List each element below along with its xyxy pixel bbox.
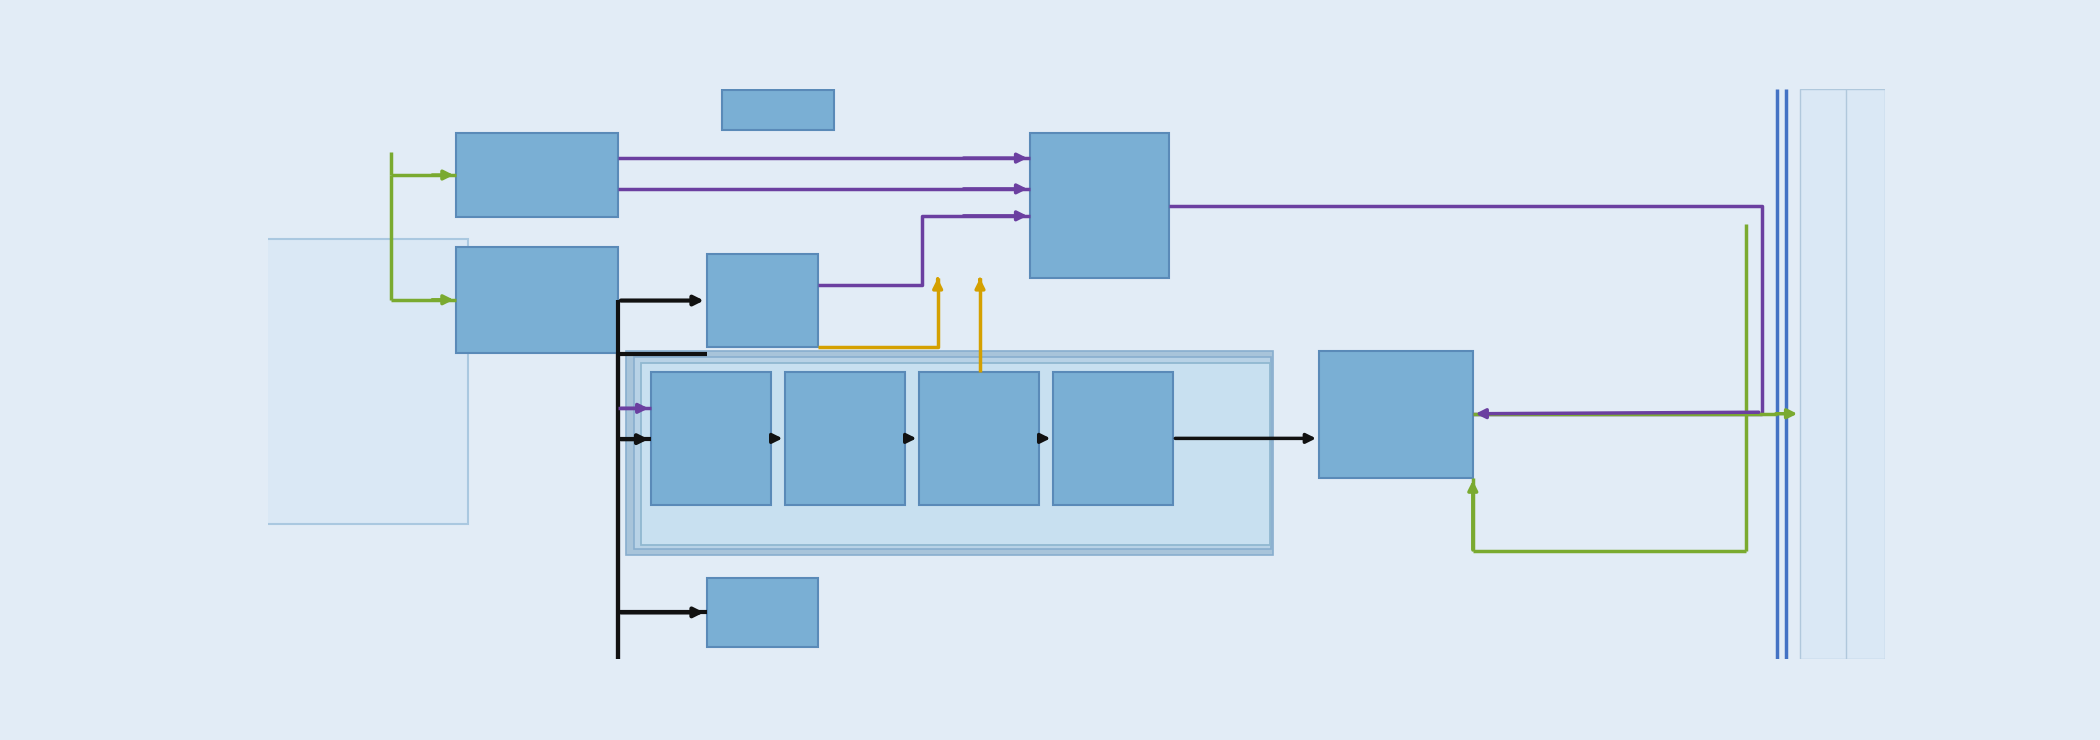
Bar [785, 372, 905, 505]
Bar [640, 363, 1270, 545]
Bar [1319, 351, 1472, 477]
Bar [626, 351, 1273, 555]
Bar [706, 578, 819, 647]
Bar [1846, 89, 1886, 659]
Bar [265, 239, 468, 524]
Bar [722, 90, 834, 130]
Bar [1054, 372, 1172, 505]
Bar [920, 372, 1040, 505]
Bar [456, 133, 617, 217]
Bar [456, 246, 617, 353]
Bar [706, 255, 819, 347]
Bar [634, 357, 1270, 549]
Bar [651, 372, 771, 505]
Bar [1800, 89, 1886, 659]
Bar [1031, 133, 1168, 278]
